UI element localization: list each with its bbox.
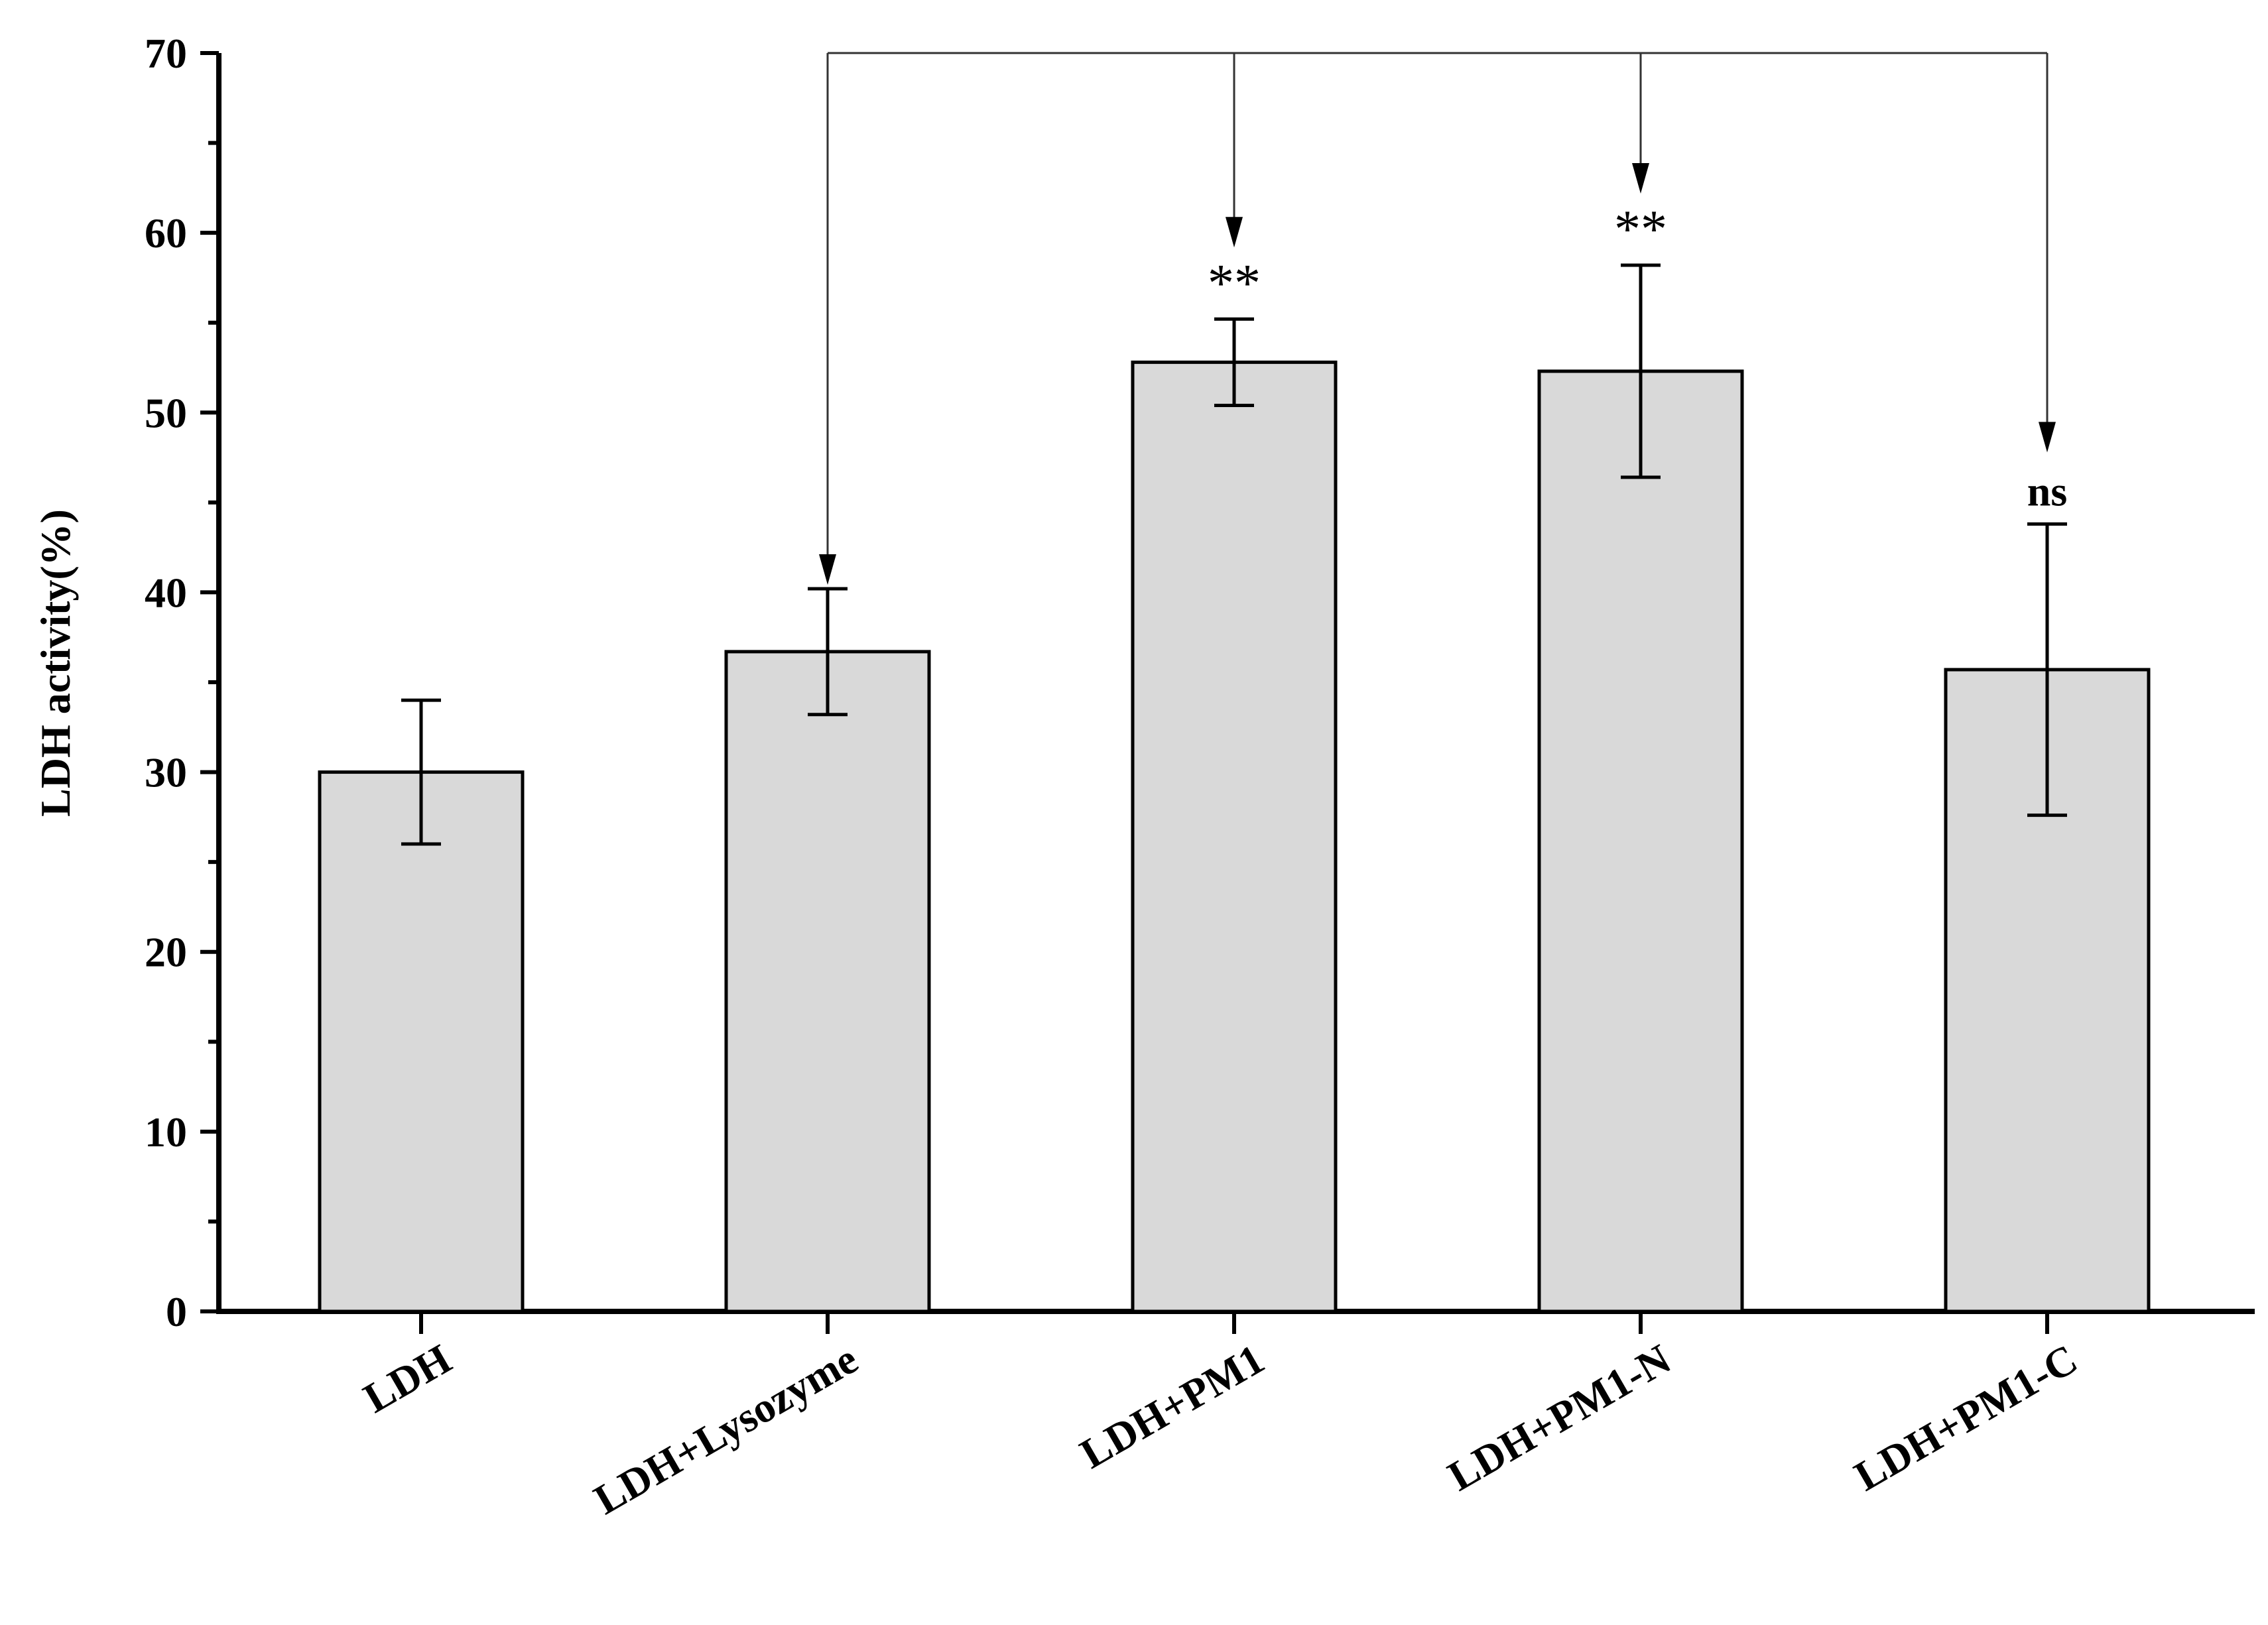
bar [1131,360,1338,1313]
y-tick-label: 60 [145,210,187,257]
x-tick-label: LDH+Lysozyme [586,1335,865,1524]
y-tick-label: 40 [145,569,187,616]
x-tick-label: LDH+PM1 [1072,1335,1272,1478]
bar [1537,369,1744,1313]
significance-label: ** [1208,254,1261,312]
bar [318,770,525,1313]
x-tick-label: LDH+PM1-C [1846,1335,2085,1500]
x-tick-label: LDH+PM1-N [1440,1335,1678,1500]
y-tick-label: 70 [145,30,187,77]
bars [318,360,2151,1313]
y-tick-label: 10 [145,1109,187,1156]
bar [724,650,931,1313]
y-tick-label: 20 [145,929,187,976]
arrow-to-ldh-pm1-head [1226,217,1243,248]
y-tick-label: 50 [145,389,187,436]
y-tick-label: 0 [166,1288,187,1335]
comparison-bracket: ** ** ns [819,52,2068,585]
significance-label: ns [2027,467,2068,514]
y-axis-title: LDH activity(%) [32,509,79,817]
x-tick-label: LDH [355,1335,459,1422]
arrow-to-ldh-pm1-c-head [2039,422,2056,453]
y-tick-label: 30 [145,749,187,796]
significance-label: ** [1614,200,1667,259]
arrow-to-ldh-pm1-n-head [1632,162,1649,194]
error-bars [401,263,2067,846]
arrow-to-reference-head [819,554,836,585]
